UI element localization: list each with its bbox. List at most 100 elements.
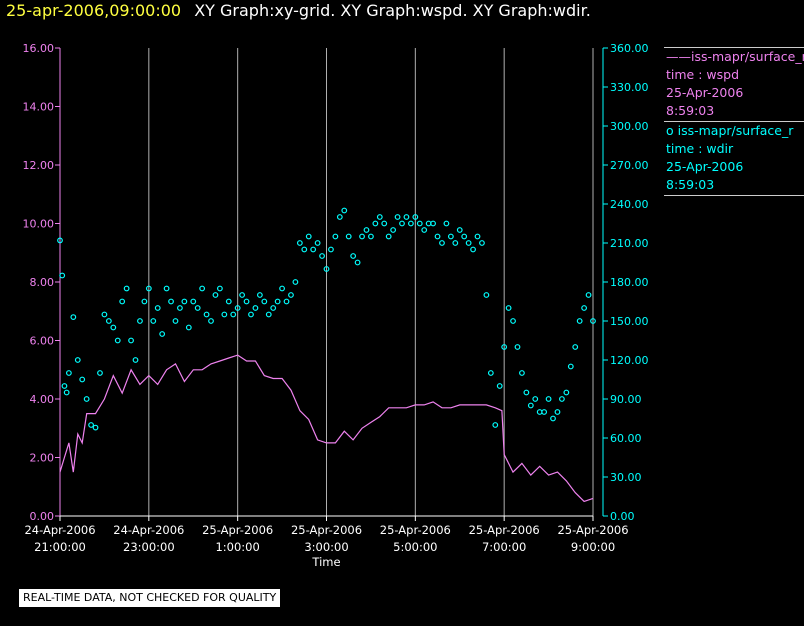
series-point-wdir	[123, 285, 130, 292]
series-point-wdir	[563, 389, 570, 396]
series-point-wdir	[110, 324, 117, 331]
series-point-wdir	[168, 298, 174, 305]
series-point-wdir	[216, 285, 223, 292]
left-axis-tick-label: 12.00	[23, 159, 55, 172]
right-axis-tick-label: 210.00	[610, 237, 649, 250]
series-point-wdir	[354, 259, 361, 266]
series-point-wdir	[496, 383, 503, 389]
x-axis-tick-label-time: 3:00:00	[304, 540, 348, 554]
x-axis-tick-label-time: 21:00:00	[34, 540, 86, 554]
series-point-wdir	[92, 424, 99, 431]
series-point-wdir	[185, 324, 192, 331]
series-point-wdir	[443, 220, 450, 227]
legend: ——iss-mapr/surface_r time : wspd 25-Apr-…	[664, 46, 804, 196]
series-point-wdir	[545, 396, 552, 402]
series-point-wdir	[372, 220, 379, 227]
right-axis-tick-label: 150.00	[610, 315, 649, 328]
x-axis-tick-label-time: 9:00:00	[571, 540, 615, 554]
legend-date: 25-Apr-2006	[666, 85, 744, 100]
quality-warning: REAL-TIME DATA, NOT CHECKED FOR QUALITY	[19, 589, 281, 607]
series-point-wdir	[399, 220, 405, 227]
series-point-wdir	[585, 292, 592, 298]
x-axis-tick-label-date: 25-Apr-2006	[291, 523, 362, 537]
header: 25-apr-2006,09:00:00 XY Graph:xy-grid. X…	[6, 1, 591, 21]
series-point-wdir	[261, 298, 268, 305]
series-point-wdir	[310, 246, 317, 253]
right-axis-tick-label: 270.00	[610, 159, 649, 172]
x-axis-tick-label-date: 25-Apr-2006	[557, 523, 628, 537]
series-point-wdir	[341, 207, 348, 214]
x-axis-label: Time	[311, 555, 340, 569]
left-axis-tick-label: 16.00	[23, 42, 55, 55]
series-point-wdir	[172, 318, 179, 324]
right-axis-tick-label: 0.00	[610, 510, 635, 523]
x-axis-tick-label-time: 1:00:00	[215, 540, 259, 554]
series-point-wdir	[381, 220, 388, 227]
x-axis-tick-label-date: 25-Apr-2006	[202, 523, 273, 537]
series-point-wdir	[252, 305, 259, 311]
series-point-wdir	[225, 298, 232, 305]
series-point-wdir	[270, 305, 277, 311]
series-point-wdir	[567, 363, 574, 370]
series-point-wdir	[390, 227, 397, 233]
x-axis-tick-label-date: 25-Apr-2006	[469, 523, 540, 537]
x-axis-tick-label-time: 7:00:00	[482, 540, 526, 554]
series-point-wdir	[159, 331, 166, 337]
series-point-wdir	[328, 246, 334, 253]
series-point-wdir	[74, 357, 81, 363]
series-point-wdir	[101, 311, 108, 318]
series-point-wdir	[394, 214, 401, 220]
x-axis-tick-label-date: 24-Apr-2006	[24, 523, 95, 537]
series-point-wdir	[57, 237, 63, 244]
series-point-wdir	[572, 344, 579, 350]
series-point-wdir	[527, 402, 534, 409]
series-point-wdir	[541, 409, 548, 415]
legend-entry-wdir: o iss-mapr/surface_r time : wdir 25-Apr-…	[664, 122, 804, 194]
series-point-wdir	[97, 370, 103, 376]
right-axis-tick-label: 240.00	[610, 198, 649, 211]
right-axis-tick-label: 120.00	[610, 354, 649, 367]
series-point-wdir	[385, 233, 392, 240]
right-axis-tick-label: 90.00	[610, 393, 642, 406]
series-point-wdir	[279, 285, 285, 292]
series-point-wdir	[190, 298, 197, 305]
graph-titles: XY Graph:xy-grid. XY Graph:wspd. XY Grap…	[194, 1, 591, 20]
series-point-wdir	[292, 279, 299, 285]
series-point-wdir	[288, 292, 294, 298]
series-point-wdir	[590, 318, 596, 324]
series-point-wdir	[359, 233, 365, 240]
series-point-wdir	[79, 376, 86, 383]
series-point-wdir	[479, 240, 485, 246]
series-point-wdir	[208, 318, 214, 324]
legend-divider	[664, 47, 804, 48]
right-axis-tick-label: 60.00	[610, 432, 642, 445]
left-axis-tick-label: 14.00	[23, 101, 55, 114]
series-point-wdir	[234, 305, 241, 311]
series-point-wdir	[345, 233, 352, 240]
series-point-wdir	[505, 305, 512, 311]
series-line-wspd	[59, 354, 594, 503]
series-point-wdir	[137, 318, 143, 324]
series-point-wdir	[554, 409, 561, 415]
series-point-wdir	[447, 233, 454, 240]
legend-time: 8:59:03	[666, 103, 715, 118]
series-point-wdir	[430, 220, 437, 227]
series-point-wdir	[514, 344, 521, 350]
x-axis-tick-label-time: 5:00:00	[393, 540, 437, 554]
series-point-wdir	[559, 396, 565, 402]
series-point-wdir	[119, 298, 126, 305]
x-axis-tick-label-date: 24-Apr-2006	[113, 523, 184, 537]
series-point-wdir	[212, 292, 219, 298]
series-point-wdir	[581, 305, 588, 311]
x-axis-tick-label-date: 25-Apr-2006	[380, 523, 451, 537]
series-point-wdir	[363, 227, 370, 233]
right-axis-tick-label: 330.00	[610, 81, 649, 94]
series-point-wdir	[421, 227, 428, 233]
series-point-wdir	[70, 314, 77, 321]
series-point-wdir	[145, 285, 152, 292]
right-axis-tick-label: 30.00	[610, 471, 642, 484]
series-point-wdir	[465, 240, 472, 246]
series-point-wdir	[487, 370, 494, 376]
left-axis-tick-label: 8.00	[30, 276, 55, 289]
